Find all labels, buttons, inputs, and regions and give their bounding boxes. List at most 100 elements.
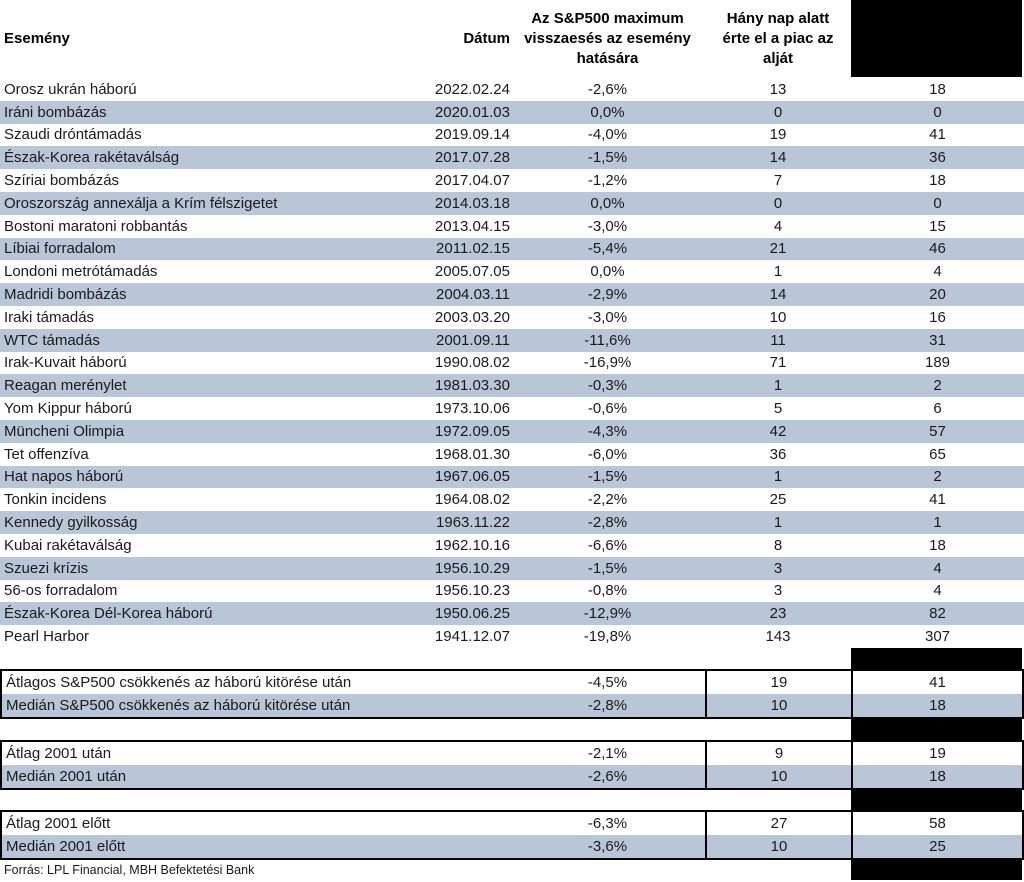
footer-row: Forrás: LPL Financial, MBH Befektetési B…	[0, 859, 1024, 882]
event-cell: Madridi bombázás	[4, 286, 127, 304]
drawdown-cell: -4,3%	[587, 422, 628, 440]
days-to-bottom-cell: 1	[773, 468, 783, 486]
redacted-box	[851, 647, 1022, 669]
days-to-bottom-cell: 13	[769, 80, 787, 98]
summary-label-cell: Átlag 2001 előtt	[6, 814, 111, 832]
table-row: Iraki támadás 2003.03.20 -3,0% 10 16	[0, 306, 1024, 329]
event-cell: Tonkin incidens	[4, 491, 107, 509]
event-cell: Szuezi krízis	[4, 559, 89, 577]
days-to-bottom-cell: 3	[773, 582, 783, 600]
event-cell: Szaudi dróntámadás	[4, 126, 142, 144]
table-row: Tonkin incidens 1964.08.02 -2,2% 25 41	[0, 488, 1024, 511]
summary-col5-cell: 19	[851, 741, 1022, 765]
summary-col5-cell: 18	[851, 764, 1022, 788]
date-cell: 2014.03.18	[434, 194, 510, 212]
summary-days-cell: 10	[705, 693, 851, 717]
table-row: Tet offenzíva 1968.01.30 -6,0% 36 65	[0, 443, 1024, 466]
summary-days-cell: 10	[705, 764, 851, 788]
event-cell: Pearl Harbor	[4, 628, 90, 646]
summary-row: Medián 2001 után -2,6% 10 18	[2, 764, 1022, 788]
table-row: Oroszország annexálja a Krím félszigetet…	[0, 191, 1024, 215]
summary-col5-cell: 58	[851, 811, 1022, 835]
date-cell: 2017.04.07	[434, 172, 510, 190]
date-cell: 2013.04.15	[434, 217, 510, 235]
date-cell: 1968.01.30	[434, 445, 510, 463]
drawdown-cell: -1,5%	[587, 468, 628, 486]
table-row: Észak-Korea Dél-Korea háború 1950.06.25 …	[0, 602, 1024, 626]
table-row: Kennedy gyilkosság 1963.11.22 -2,8% 1 1	[0, 511, 1024, 534]
event-cell: Reagan merénylet	[4, 377, 127, 395]
header-event: Esemény	[4, 30, 70, 47]
drawdown-cell: -3,0%	[587, 217, 628, 235]
event-cell: Yom Kippur háború	[4, 400, 132, 418]
drawdown-cell: -0,3%	[587, 377, 628, 395]
summary-col5-cell: 18	[851, 693, 1022, 717]
table-row: Észak-Korea rakétaválság 2017.07.28 -1,5…	[0, 146, 1024, 170]
summary-days-cell: 10	[705, 834, 851, 858]
col5-cell: 307	[924, 628, 951, 646]
event-cell: Tet offenzíva	[4, 445, 89, 463]
days-to-bottom-cell: 143	[765, 628, 791, 646]
summary-drawdown-cell: -4,5%	[587, 673, 628, 691]
drawdown-cell: -1,2%	[587, 172, 628, 190]
summary-row: Átlag 2001 után -2,1% 9 19	[2, 741, 1022, 765]
table-row: Líbiai forradalom 2011.02.15 -5,4% 21 46	[0, 237, 1024, 261]
table-row: WTC támadás 2001.09.11 -11,6% 11 31	[0, 328, 1024, 352]
days-to-bottom-cell: 1	[773, 514, 783, 532]
table-row: Bostoni maratoni robbantás 2013.04.15 -3…	[0, 215, 1024, 238]
date-cell: 1941.12.07	[434, 628, 510, 646]
date-cell: 2017.07.28	[434, 149, 510, 167]
date-cell: 2022.02.24	[434, 80, 510, 98]
col5-cell: 2	[933, 468, 942, 486]
summary-row: Átlag 2001 előtt -6,3% 27 58	[2, 811, 1022, 835]
date-cell: 1963.11.22	[436, 514, 510, 532]
drawdown-cell: -3,0%	[587, 308, 628, 326]
days-to-bottom-cell: 23	[769, 605, 787, 623]
drawdown-cell: -6,6%	[587, 536, 628, 554]
table-row: Madridi bombázás 2004.03.11 -2,9% 14 20	[0, 283, 1024, 306]
days-to-bottom-cell: 8	[773, 536, 783, 554]
drawdown-cell: 0,0%	[590, 263, 625, 281]
col5-cell: 46	[929, 240, 946, 258]
days-to-bottom-cell: 25	[769, 491, 787, 509]
date-cell: 1981.03.30	[434, 377, 510, 395]
date-cell: 2004.03.11	[436, 286, 510, 304]
date-cell: 2003.03.20	[434, 308, 510, 326]
summary-row: Medián S&P500 csökkenés az háború kitöré…	[2, 693, 1022, 717]
table-body: Orosz ukrán háború 2022.02.24 -2,6% 13 1…	[0, 78, 1024, 648]
col5-cell: 4	[933, 582, 942, 600]
drawdown-cell: -0,6%	[587, 400, 628, 418]
days-to-bottom-cell: 71	[769, 354, 787, 372]
drawdown-cell: 0,0%	[590, 194, 625, 212]
col5-cell: 189	[924, 354, 951, 372]
header-days-to-bottom: Hány nap alatt érte el a piac az alját	[722, 10, 834, 67]
table-row: Hat napos háború 1967.06.05 -1,5% 1 2	[0, 465, 1024, 489]
col5-cell: 57	[929, 422, 946, 440]
col5-cell: 18	[929, 172, 946, 190]
drawdown-cell: -2,9%	[587, 286, 628, 304]
event-cell: Londoni metrótámadás	[4, 263, 158, 281]
event-cell: Észak-Korea rakétaválság	[4, 149, 180, 167]
redacted-box	[851, 859, 1022, 880]
date-cell: 1973.10.06	[434, 400, 510, 418]
spacer-row	[0, 718, 1024, 740]
days-to-bottom-cell: 14	[769, 286, 787, 304]
days-to-bottom-cell: 10	[769, 308, 787, 326]
date-cell: 1990.08.02	[434, 354, 510, 372]
days-to-bottom-cell: 11	[770, 331, 786, 349]
date-cell: 1956.10.29	[434, 559, 510, 577]
days-to-bottom-cell: 42	[769, 422, 787, 440]
drawdown-cell: -5,4%	[587, 240, 628, 258]
redacted-header-box	[851, 0, 1022, 77]
drawdown-cell: -2,8%	[587, 514, 628, 532]
col5-cell: 15	[929, 217, 946, 235]
table-row: Irak-Kuvait háború 1990.08.02 -16,9% 71 …	[0, 352, 1024, 375]
event-cell: Orosz ukrán háború	[4, 80, 137, 98]
spacer-row	[0, 647, 1024, 669]
event-cell: Hat napos háború	[4, 468, 124, 486]
date-cell: 1950.06.25	[434, 605, 510, 623]
event-cell: Iraki támadás	[4, 308, 95, 326]
table-row: Orosz ukrán háború 2022.02.24 -2,6% 13 1…	[0, 78, 1024, 101]
summary-drawdown-cell: -2,1%	[587, 744, 628, 762]
table-row: 56-os forradalom 1956.10.23 -0,8% 3 4	[0, 580, 1024, 603]
